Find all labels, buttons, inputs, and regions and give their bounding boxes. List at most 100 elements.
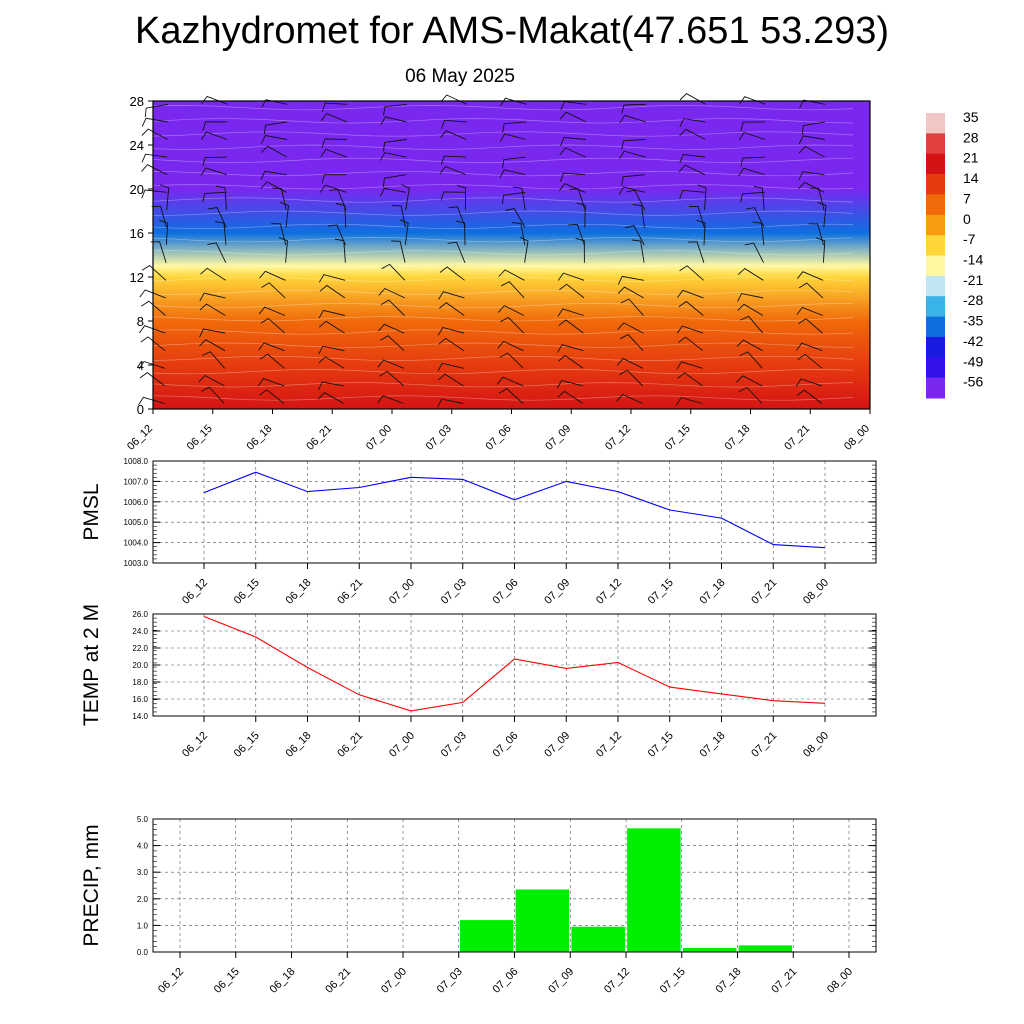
x-tick-label: 06_18: [284, 577, 314, 607]
wind-barb: [687, 241, 705, 263]
wind-barb: [380, 335, 405, 352]
wind-barb: [739, 351, 763, 369]
wind-barb: [400, 183, 410, 210]
wind-barb: [576, 202, 586, 228]
colorbar-segment: [926, 336, 945, 358]
wind-barb: [317, 392, 345, 404]
wind-barb: [377, 359, 405, 369]
wind-barb: [737, 293, 764, 302]
wind-barb: [798, 318, 823, 334]
wind-barb: [257, 378, 285, 387]
wind-barb: [558, 319, 584, 334]
wind-barb: [697, 184, 707, 210]
y-tick-label: 22.0: [132, 644, 148, 653]
wind-barb: [438, 337, 465, 352]
wind-barb: [279, 201, 289, 228]
y-tick-label: 0.0: [137, 948, 149, 957]
x-tick-label: 08_00: [825, 966, 855, 996]
wind-barb: [617, 275, 644, 285]
x-tick-label: 06_21: [323, 966, 353, 996]
y-tick-label: 3.0: [137, 868, 149, 877]
wind-barb: [619, 114, 646, 124]
contour-line: [152, 369, 854, 375]
wind-barb: [199, 339, 226, 352]
wind-barb: [556, 379, 584, 389]
x-tick-label: 07_18: [723, 423, 753, 453]
wind-barb: [141, 189, 167, 199]
wind-barb: [498, 269, 525, 281]
y-tick-label: 16: [130, 226, 144, 241]
x-tick-label: 07_09: [542, 730, 572, 760]
wind-barb: [505, 207, 526, 228]
wind-barb: [621, 174, 646, 186]
colorbar-segment: [926, 214, 945, 236]
colorbar-segment: [926, 235, 945, 256]
contour-line: [152, 289, 854, 295]
wind-barb: [382, 139, 407, 152]
wind-barb: [560, 136, 586, 146]
wind-barb: [559, 172, 586, 182]
wind-barb: [499, 352, 524, 369]
wind-barb: [202, 191, 227, 203]
wind-barb: [141, 117, 168, 127]
wind-barb: [676, 397, 703, 406]
wind-barb: [740, 315, 764, 334]
x-tick-label: 07_21: [782, 423, 812, 453]
wind-barb: [617, 286, 644, 299]
wind-barb: [201, 351, 226, 369]
wind-barb: [619, 150, 646, 160]
wind-barb: [795, 378, 823, 387]
wind-barb: [500, 97, 527, 107]
wind-barb: [501, 281, 525, 299]
wind-barb: [440, 130, 467, 140]
wind-barb: [318, 309, 345, 319]
wind-barb: [198, 374, 225, 387]
y-tick-label: 8: [137, 314, 144, 329]
colorbar-label: -14: [963, 252, 983, 268]
x-tick-label: 06_12: [180, 577, 210, 607]
x-tick-label: 06_15: [185, 423, 215, 453]
wind-barb: [261, 99, 288, 108]
x-tick-label: 07_06: [491, 966, 521, 996]
y-tick-label: 14.0: [132, 712, 148, 721]
wind-barb: [688, 205, 705, 228]
y-tick-label: 2.0: [137, 895, 149, 904]
wind-barb: [447, 241, 466, 263]
colorbar-label: 14: [963, 170, 979, 186]
contour-line: [152, 276, 854, 282]
colorbar-segment: [926, 357, 945, 379]
x-tick-label: 06_18: [284, 730, 314, 760]
wind-barb: [437, 326, 465, 336]
x-tick-label: 07_09: [542, 577, 572, 607]
wind-barb: [558, 183, 586, 193]
wind-barb: [381, 263, 406, 281]
x-tick-label: 07_18: [698, 577, 728, 607]
precip-bar: [682, 948, 737, 952]
wind-barb: [438, 291, 465, 300]
contour-line: [152, 184, 854, 190]
wind-barb: [378, 323, 405, 334]
wind-barb: [816, 237, 826, 263]
y-tick-label: 24: [130, 138, 144, 153]
wind-barb: [260, 170, 287, 180]
x-tick-label: 07_00: [379, 966, 409, 996]
x-tick-label: 07_03: [439, 577, 469, 607]
x-tick-label: 07_03: [435, 966, 465, 996]
wind-barb: [391, 240, 406, 263]
wind-barb: [200, 267, 226, 281]
y-tick-label: 1007.0: [124, 477, 149, 486]
wind-barb: [272, 187, 287, 210]
contour-line: [152, 382, 854, 388]
wind-barb: [799, 99, 826, 109]
precip-bar: [459, 920, 514, 952]
wind-barb: [321, 174, 347, 184]
y-tick-label: 1.0: [137, 921, 149, 930]
colorbar-label: 7: [963, 190, 971, 206]
wind-barb: [439, 302, 465, 316]
wind-barb: [736, 339, 763, 352]
wind-barb: [617, 322, 644, 334]
x-tick-label: 07_03: [424, 423, 454, 453]
wind-barb: [677, 372, 703, 387]
wind-barb: [379, 370, 404, 387]
wind-barb: [616, 358, 644, 369]
